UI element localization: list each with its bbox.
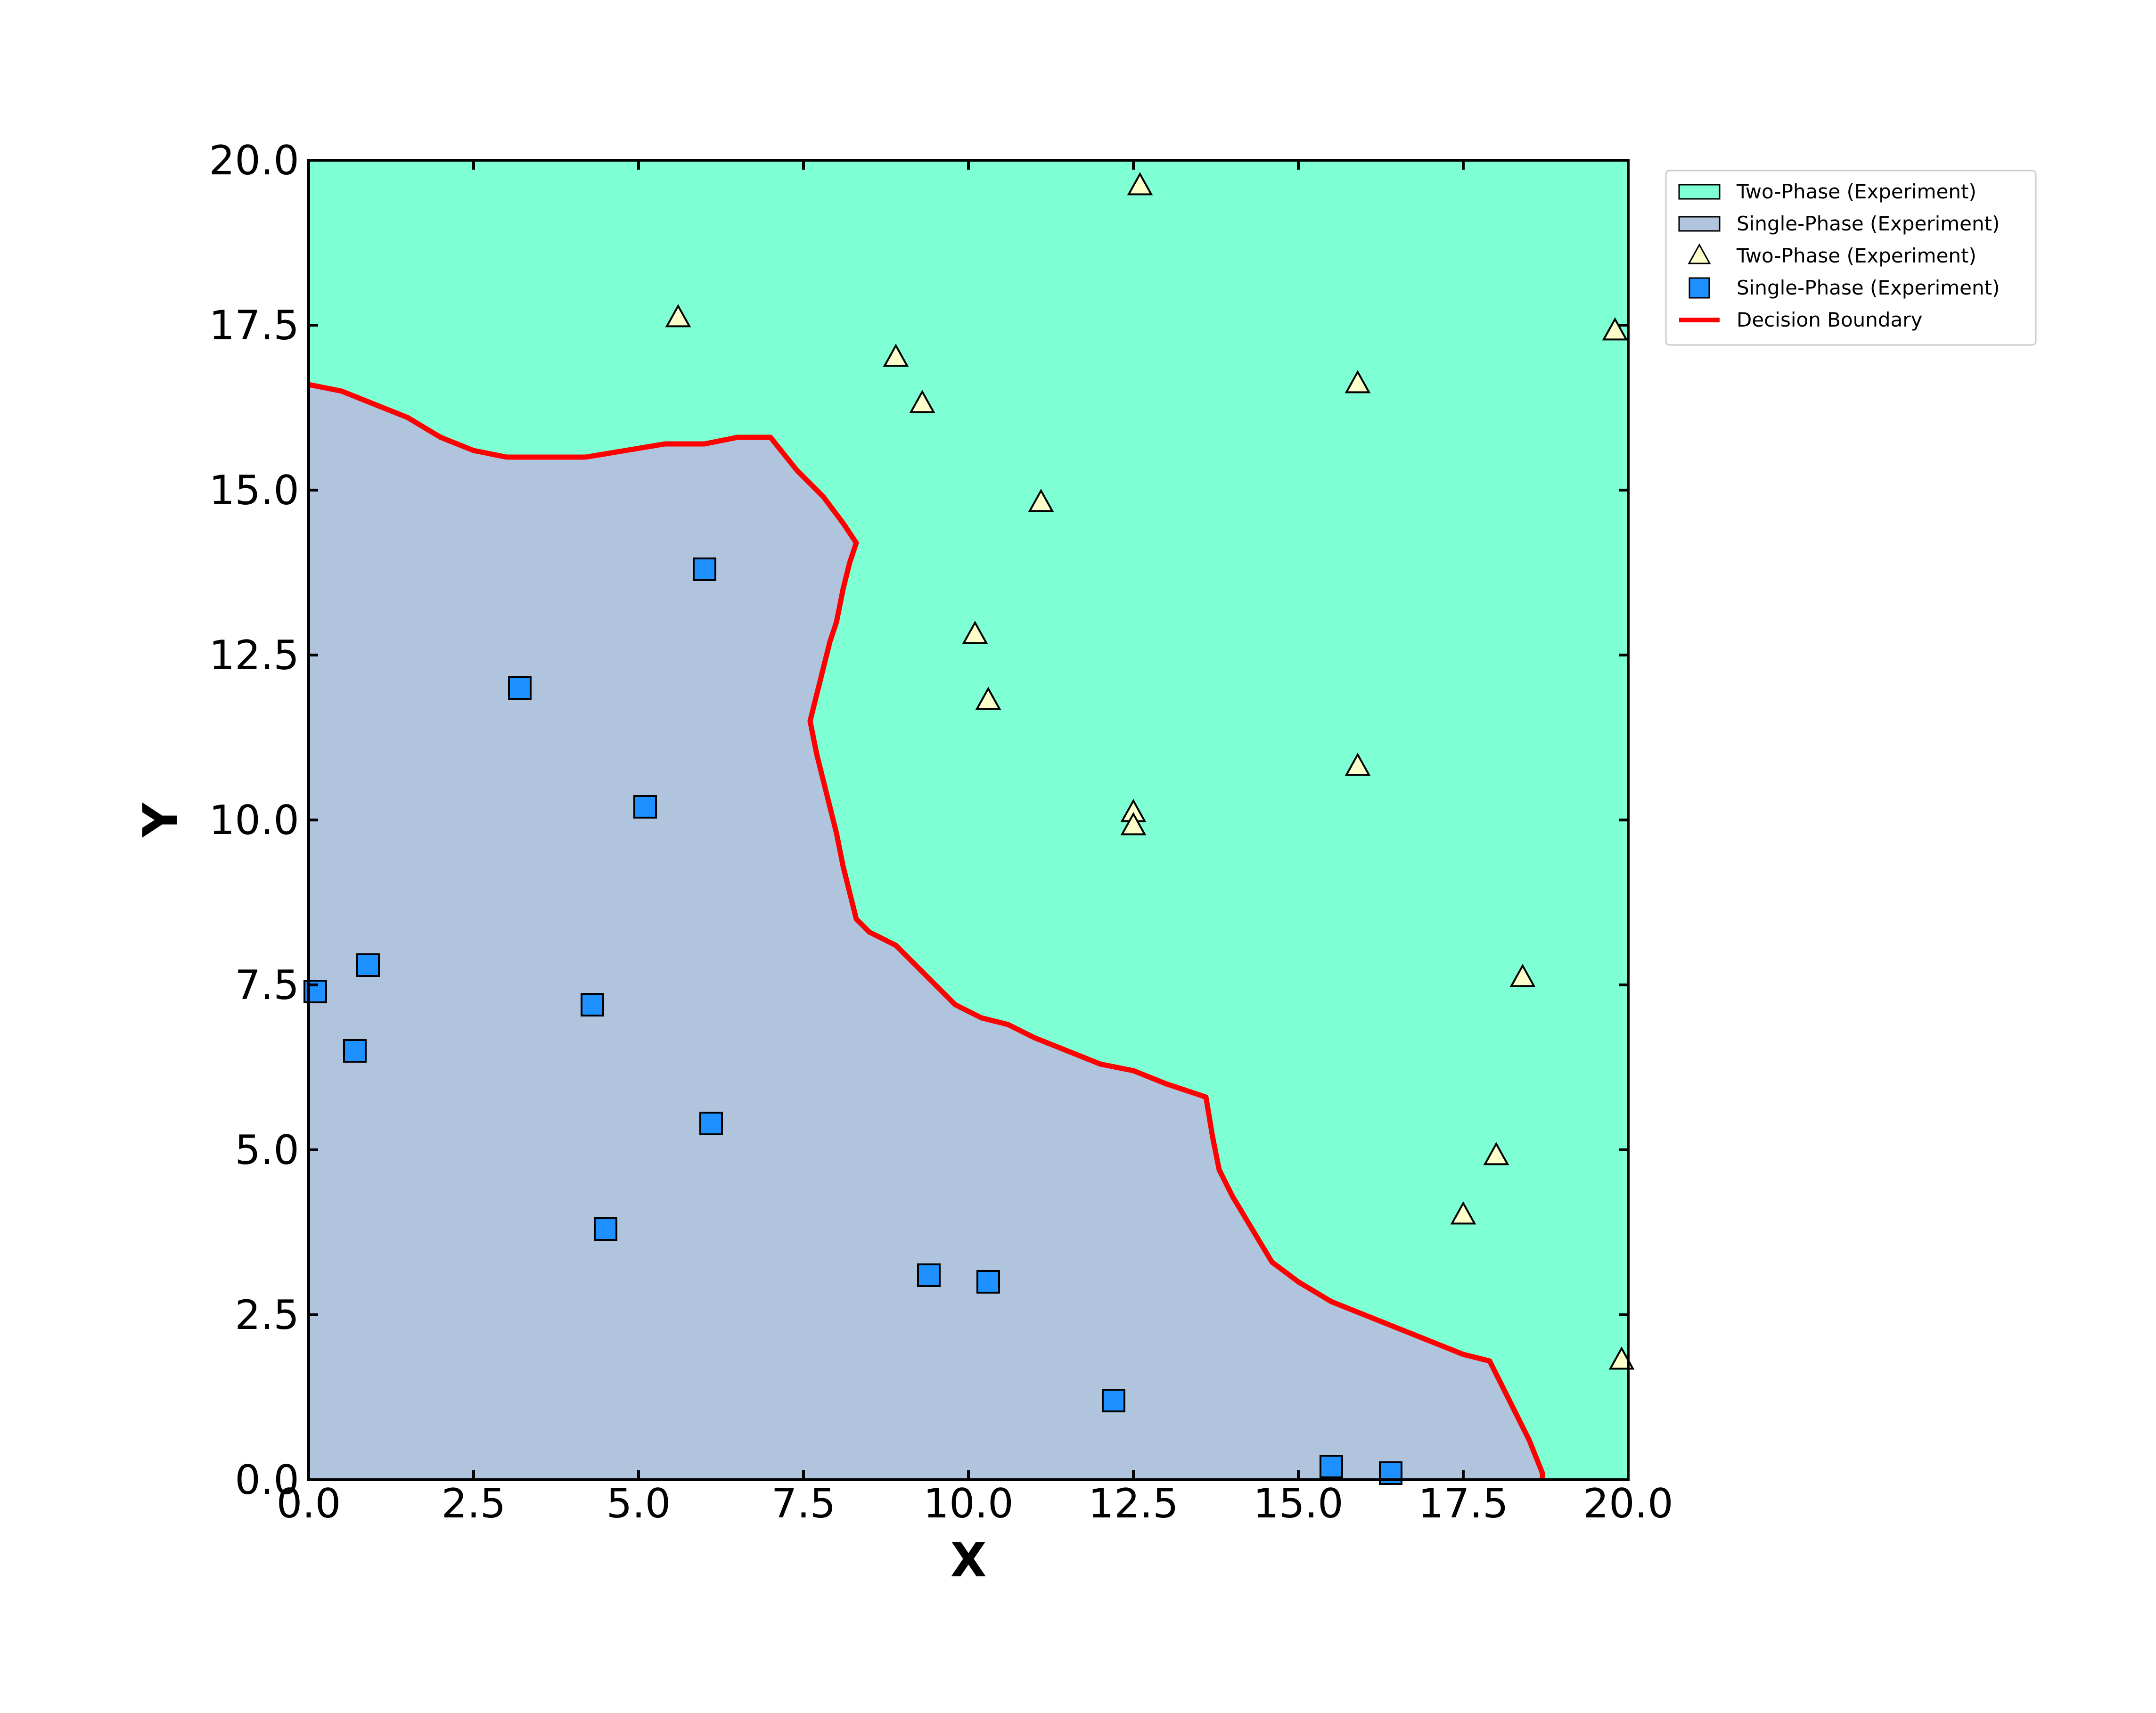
y-tick-label: 15.0: [209, 467, 299, 514]
decision-regions: [309, 160, 1628, 1480]
decision-boundary: [309, 382, 1545, 1480]
single-phase-point: [508, 676, 532, 700]
two-phase-point: [1028, 489, 1054, 512]
single-phase-point: [917, 1263, 941, 1287]
two-phase-point: [883, 344, 909, 367]
x-tick-label: 12.5: [1088, 1480, 1178, 1527]
single-phase-point: [356, 953, 380, 977]
y-axis-title: Y: [133, 802, 188, 837]
x-tick-label: 15.0: [1253, 1480, 1343, 1527]
single-phase-point: [699, 1112, 723, 1135]
legend-patch: [1678, 184, 1721, 200]
x-tick-label: 17.5: [1418, 1480, 1508, 1527]
single-phase-point: [633, 795, 657, 819]
two-phase-point: [1344, 753, 1371, 776]
legend-patch: [1678, 216, 1721, 232]
two-phase-point: [1602, 317, 1628, 341]
y-tick-label: 17.5: [209, 302, 299, 349]
legend-label: Two-Phase (Experiment): [1736, 244, 1976, 267]
y-tick-label: 7.5: [235, 962, 299, 1009]
two-phase-point: [665, 304, 691, 328]
two-phase-point: [962, 621, 988, 644]
two-phase-point: [1127, 172, 1153, 196]
single-phase-point: [693, 557, 716, 581]
region-single-phase: [309, 385, 1542, 1480]
single-phase-point: [343, 1039, 367, 1063]
two-phase-point: [1509, 964, 1536, 987]
legend-label: Decision Boundary: [1737, 308, 1922, 331]
legend-square-marker: [1689, 277, 1710, 299]
x-tick-label: 10.0: [923, 1480, 1013, 1527]
two-phase-point: [1483, 1142, 1509, 1165]
two-phase-point: [1120, 812, 1147, 836]
y-tick-label: 2.5: [235, 1292, 299, 1339]
legend-label: Single-Phase (Experiment): [1737, 212, 2000, 235]
y-tick-label: 10.0: [209, 797, 299, 844]
two-phase-point: [975, 687, 1001, 710]
single-phase-point: [581, 993, 604, 1016]
legend: Two-Phase (Experiment) Single-Phase (Expe…: [1665, 170, 2037, 346]
y-tick-label: 0.0: [235, 1457, 299, 1504]
x-axis-title: X: [950, 1533, 986, 1588]
legend-label: Two-Phase (Experiment): [1736, 180, 1976, 203]
two-phase-point: [1344, 370, 1371, 393]
single-phase-point: [1102, 1389, 1125, 1412]
legend-box: [1665, 170, 2037, 346]
two-phase-point: [909, 390, 935, 413]
legend-label: Single-Phase (Experiment): [1737, 276, 2000, 299]
single-phase-point: [976, 1270, 1000, 1294]
x-tick-label: 2.5: [442, 1480, 506, 1527]
y-tick-label: 20.0: [209, 137, 299, 184]
x-tick-label: 7.5: [771, 1480, 836, 1527]
legend-triangle-marker: [1688, 243, 1711, 264]
x-tick-label: 20.0: [1583, 1480, 1673, 1527]
y-tick-label: 5.0: [235, 1127, 299, 1174]
y-tick-label: 12.5: [209, 632, 299, 679]
axes: 0.0 2.5 5.0 7.5 10.0 12.5 15.0 17.5 20.0 0.0 2.5 5.…: [209, 137, 1673, 1527]
x-tick-label: 5.0: [607, 1480, 671, 1527]
x-tick-label: 0.0: [277, 1480, 341, 1527]
data-points: [303, 172, 1635, 1485]
single-phase-point: [594, 1217, 617, 1241]
two-phase-point: [1450, 1201, 1476, 1225]
single-phase-point: [1320, 1455, 1343, 1478]
decision-boundary-line: [309, 382, 1545, 1480]
